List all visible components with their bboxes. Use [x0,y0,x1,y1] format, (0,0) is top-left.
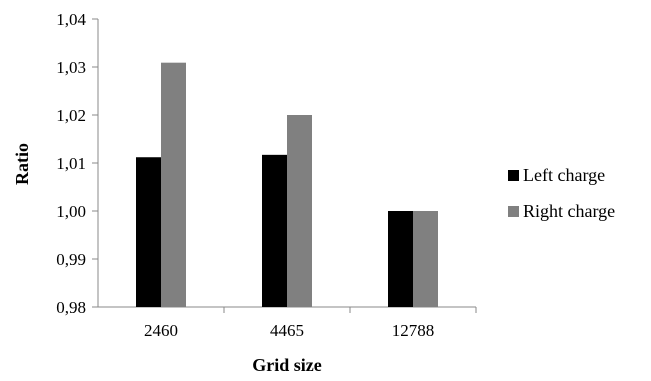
legend-label: Right charge [523,201,615,221]
y-tick-label: 1,01 [56,154,86,173]
y-tick-label: 0,99 [56,250,86,269]
bar-left-charge [262,154,287,307]
x-axis-ticks: 2460 4465 12788 [144,307,477,340]
y-tick-label: 1,02 [56,106,86,125]
y-axis-title: Ratio [12,143,32,185]
y-tick-label: 1,00 [56,202,86,221]
legend-swatch [508,170,519,181]
y-tick-label: 0,98 [56,298,86,317]
x-tick-label: 12788 [392,321,435,340]
y-tick-label: 1,03 [56,58,86,77]
bar-right-charge [287,115,312,307]
legend: Left charge Right charge [508,165,615,221]
bar-left-charge [388,211,413,307]
bar-left-charge [136,157,161,307]
x-axis-title: Grid size [252,355,322,375]
legend-label: Left charge [523,165,605,185]
y-axis-ticks: 0,98 0,99 1,00 1,01 1,02 1,03 1,04 [56,10,98,317]
legend-swatch [508,206,519,217]
y-tick-label: 1,04 [56,10,86,29]
bar-right-charge [161,62,186,308]
x-tick-label: 4465 [270,321,304,340]
x-tick-label: 2460 [144,321,178,340]
bars [136,62,438,308]
bar-right-charge [413,211,438,307]
